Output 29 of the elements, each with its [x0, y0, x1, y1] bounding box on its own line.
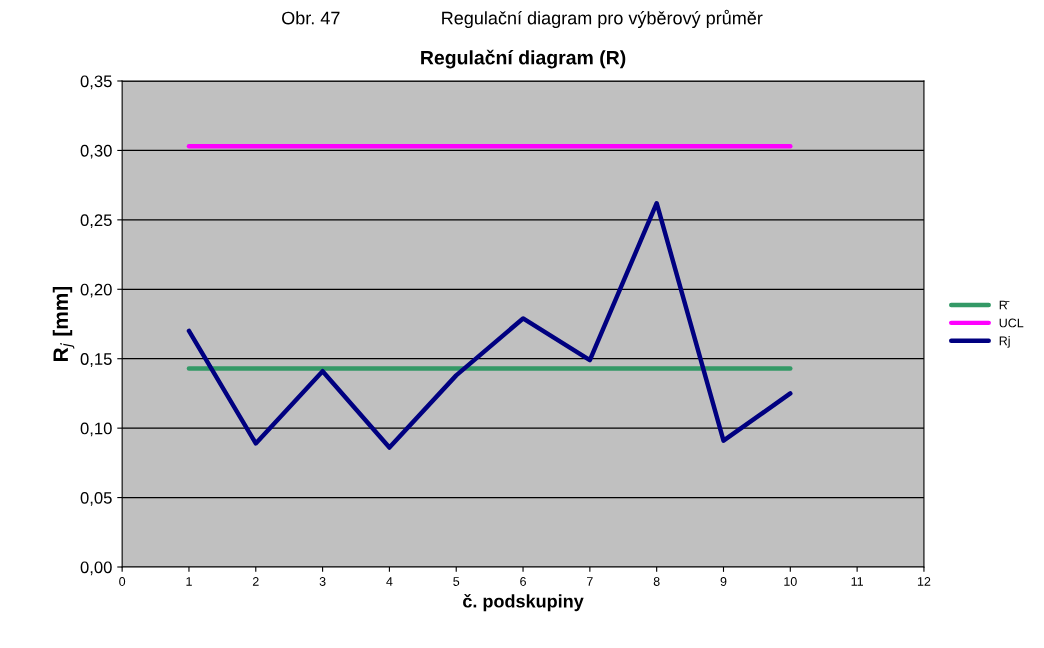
y-tick-label: 0,20 — [80, 283, 112, 298]
chart-title: Regulační diagram (R) — [421, 49, 626, 69]
x-tick-label: 7 — [587, 577, 593, 586]
legend-label: R̄ — [999, 300, 1010, 310]
y-tick-label: 0,00 — [80, 561, 112, 576]
y-tick-label: 0,10 — [80, 422, 112, 437]
y-tick-label: 0,30 — [80, 144, 112, 159]
y-tick-label: 0,15 — [80, 353, 112, 367]
y-tick-label: 0,25 — [80, 214, 112, 229]
x-tick-label: 4 — [386, 577, 393, 586]
y-axis-title: R$_{j}$ [mm] — [52, 286, 75, 361]
x-tick-label: 8 — [653, 577, 660, 586]
x-tick-label: 12 — [917, 577, 931, 586]
x-axis-title: č. podskupiny — [463, 593, 584, 612]
line-series — [186, 200, 793, 450]
legend-label: UCL — [999, 318, 1024, 328]
x-tick-label: 10 — [784, 577, 797, 586]
text: Obr. 47 Regulační diagram pro výběrový průměr — [282, 9, 763, 29]
y-tick-label: 0,05 — [80, 491, 112, 506]
x-tick-label: 11 — [851, 577, 864, 586]
x-tick-label: 1 — [186, 577, 192, 586]
x-tick-label: 5 — [453, 577, 460, 586]
x-tick-label: 6 — [520, 577, 526, 586]
x-tick-label: 2 — [252, 577, 259, 586]
y-tick-label: 0,35 — [80, 75, 112, 90]
x-tick-label: 0 — [119, 577, 126, 586]
x-tick-label: 9 — [720, 577, 727, 586]
legend-label: Rj — [999, 336, 1010, 348]
x-tick-label: 3 — [319, 577, 326, 586]
